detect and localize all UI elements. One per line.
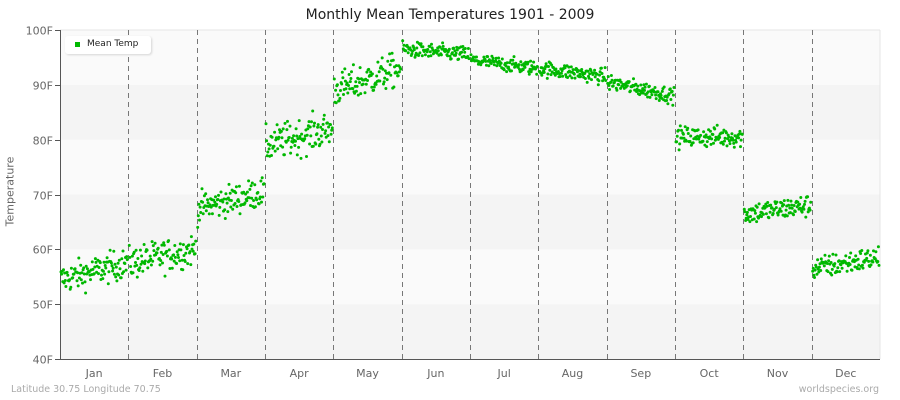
legend: Mean Temp <box>65 36 151 54</box>
x-tick-label: Oct <box>700 367 720 380</box>
location-caption: Latitude 30.75 Longitude 70.75 <box>11 384 161 395</box>
series-mean-temp <box>59 39 881 295</box>
x-tick-label: Jun <box>426 367 444 380</box>
x-tick-label: Jul <box>497 367 511 380</box>
legend-swatch-icon <box>75 42 80 47</box>
x-tick-label: Sep <box>630 367 651 380</box>
y-tick-label: 80F <box>33 135 53 148</box>
y-tick-label: 70F <box>33 190 53 203</box>
x-tick-label: Dec <box>835 367 856 380</box>
y-tick-label: 40F <box>33 354 53 367</box>
y-tick-label: 100F <box>26 25 53 38</box>
y-tick-label: 90F <box>33 80 53 93</box>
x-tick-label: Aug <box>562 367 583 380</box>
x-tick-label: Apr <box>290 367 310 380</box>
x-tick-label: Feb <box>153 367 172 380</box>
x-tick-label: Nov <box>767 367 789 380</box>
source-credit: worldspecies.org <box>798 384 879 395</box>
legend-label: Mean Temp <box>87 39 139 49</box>
x-tick-label: May <box>356 367 379 380</box>
x-tick-label: Jan <box>85 367 103 380</box>
y-tick-label: 60F <box>33 244 53 257</box>
y-tick-label: 50F <box>33 299 53 312</box>
chart-title: Monthly Mean Temperatures 1901 - 2009 <box>305 7 595 23</box>
x-tick-label: Mar <box>220 367 241 380</box>
